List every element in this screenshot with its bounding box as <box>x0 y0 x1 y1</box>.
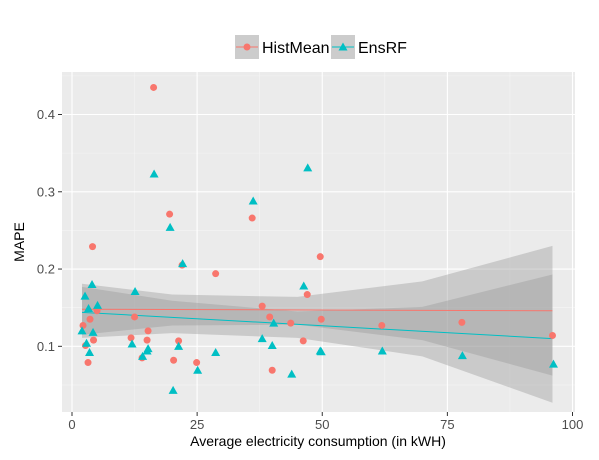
point-histmean <box>84 359 92 367</box>
point-histmean <box>166 210 174 218</box>
point-histmean <box>317 315 325 323</box>
point-histmean <box>90 336 98 344</box>
plot-panel <box>62 72 575 412</box>
point-histmean <box>548 332 556 339</box>
x-tick-label: 0 <box>68 417 75 432</box>
point-histmean <box>93 307 101 315</box>
legend: HistMean EnsRF <box>235 35 407 59</box>
point-ensrf <box>130 286 140 295</box>
point-histmean <box>266 313 274 321</box>
legend-item-ensrf: EnsRF <box>331 35 407 59</box>
point-histmean <box>79 321 87 329</box>
point-ensrf <box>377 346 387 355</box>
point-ensrf <box>267 341 277 350</box>
y-axis-title: MAPE <box>11 222 27 262</box>
x-tick-label: 50 <box>315 417 329 432</box>
x-axis-ticks: 0 25 50 75 100 <box>68 412 583 432</box>
confidence-band-histmean <box>82 245 553 376</box>
legend-key-ensrf-marker <box>338 42 348 51</box>
point-histmean <box>89 243 97 251</box>
point-ensrf <box>93 300 103 309</box>
point-histmean <box>458 318 466 326</box>
point-ensrf <box>84 303 94 312</box>
point-ensrf <box>165 222 175 231</box>
x-tick-label: 75 <box>440 417 454 432</box>
point-histmean <box>212 270 220 278</box>
point-histmean <box>258 302 266 310</box>
point-histmean <box>127 334 135 342</box>
y-tick-label: 0.3 <box>37 184 55 199</box>
legend-label-ensrf: EnsRF <box>358 40 407 57</box>
point-histmean <box>150 83 158 91</box>
point-histmean <box>378 321 386 329</box>
point-ensrf <box>80 291 90 300</box>
y-axis-ticks: 0.1 0.2 0.3 0.4 <box>37 107 62 354</box>
point-ensrf <box>548 359 558 368</box>
fit-line-histmean <box>82 308 553 312</box>
point-histmean <box>287 319 295 327</box>
point-ensrf <box>143 344 153 353</box>
point-ensrf <box>174 341 184 350</box>
point-histmean <box>131 313 139 321</box>
legend-key-histmean-marker <box>243 43 251 51</box>
x-tick-label: 25 <box>190 417 204 432</box>
fit-line-ensrf <box>81 311 553 340</box>
point-ensrf <box>248 196 258 205</box>
legend-label-histmean: HistMean <box>262 40 330 57</box>
point-histmean <box>268 366 276 374</box>
point-ensrf <box>138 351 148 360</box>
x-axis-title: Average electricity consumption (in kWH) <box>190 433 446 449</box>
point-histmean <box>144 327 152 335</box>
legend-item-histmean: HistMean <box>235 35 330 59</box>
data-points <box>77 83 558 394</box>
point-ensrf <box>178 259 188 268</box>
point-ensrf <box>127 339 137 348</box>
point-histmean <box>303 291 311 299</box>
point-histmean <box>299 337 307 345</box>
point-ensrf <box>82 338 92 347</box>
grid-minor <box>62 72 575 412</box>
point-ensrf <box>149 169 159 178</box>
y-tick-label: 0.2 <box>37 262 55 277</box>
point-ensrf <box>88 327 98 336</box>
point-ensrf <box>316 347 326 356</box>
point-ensrf <box>299 281 309 290</box>
point-ensrf <box>77 326 87 335</box>
point-histmean <box>248 214 256 222</box>
point-ensrf <box>85 348 95 356</box>
point-ensrf <box>193 365 203 374</box>
point-ensrf <box>168 385 178 394</box>
point-ensrf <box>87 280 97 288</box>
point-histmean <box>143 336 151 344</box>
x-tick-label: 100 <box>562 417 584 432</box>
y-tick-label: 0.4 <box>37 107 55 122</box>
point-ensrf <box>269 318 279 327</box>
point-ensrf <box>303 163 313 172</box>
point-ensrf <box>287 369 297 378</box>
confidence-band-ensrf <box>82 274 553 403</box>
point-ensrf <box>257 334 267 343</box>
point-ensrf <box>211 348 221 356</box>
point-histmean <box>175 337 183 345</box>
fit-lines <box>81 308 553 340</box>
point-histmean <box>193 359 201 367</box>
point-histmean <box>86 315 94 323</box>
y-tick-label: 0.1 <box>37 339 55 354</box>
point-histmean <box>316 253 324 261</box>
confidence-bands <box>82 245 553 403</box>
point-histmean <box>170 356 178 364</box>
point-ensrf <box>457 351 467 360</box>
